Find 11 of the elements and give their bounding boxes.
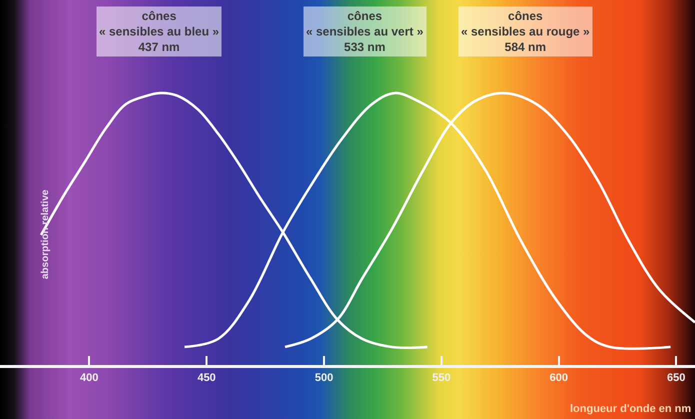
text: cônes « sensibles au vert » 533 nm <box>306 9 424 54</box>
y-axis-title: absorption relative <box>40 189 51 280</box>
x-tick-label: 500 <box>314 372 334 384</box>
text: cônes « sensibles au bleu » 437 nm <box>99 9 220 54</box>
text: cônes « sensibles au rouge » 584 nm <box>461 9 590 54</box>
x-tick-label: 650 <box>667 372 686 384</box>
x-tick-label: 450 <box>197 372 216 384</box>
x-axis-title: longueur d'onde en nm <box>570 403 692 415</box>
x-tick-label: 400 <box>80 372 98 384</box>
x-tick-label: 550 <box>432 372 451 384</box>
x-tick-label: 600 <box>550 372 568 384</box>
